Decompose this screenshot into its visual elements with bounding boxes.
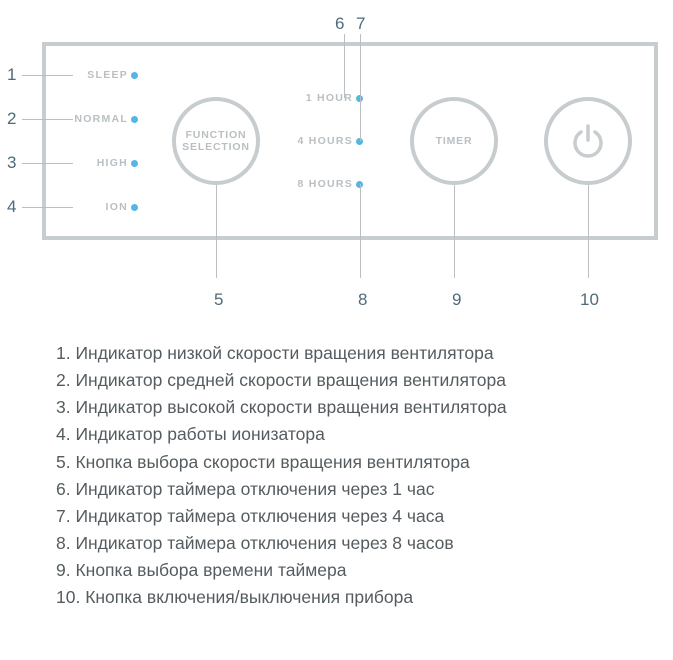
callout-number: 1 [7,65,16,85]
legend-list: 1. Индикатор низкой скорости вращения ве… [56,340,507,611]
mode-led-label: NORMAL [74,113,128,125]
legend-item: 1. Индикатор низкой скорости вращения ве… [56,340,507,367]
led-indicator [131,72,138,79]
power-icon [568,121,608,161]
callout-line [360,34,361,141]
led-indicator [356,95,363,102]
legend-item: 8. Индикатор таймера отключения через 8 … [56,530,507,557]
callout-line [360,184,361,278]
callout-number: 6 [335,14,344,34]
callout-line [216,185,217,278]
callout-number: 9 [452,290,461,310]
legend-item: 5. Кнопка выбора скорости вращения венти… [56,449,507,476]
callout-line [588,185,589,278]
led-indicator [131,116,138,123]
callout-line [344,34,345,98]
legend-item: 6. Индикатор таймера отключения через 1 … [56,476,507,503]
power-button[interactable] [544,97,632,185]
legend-item: 9. Кнопка выбора времени таймера [56,557,507,584]
callout-number: 4 [7,197,16,217]
led-indicator [131,160,138,167]
callout-line [22,119,73,120]
callout-line [22,163,73,164]
mode-led-label: SLEEP [87,69,128,81]
callout-number: 3 [7,153,16,173]
callout-number: 2 [7,109,16,129]
led-indicator [356,181,363,188]
timer-button[interactable]: TIMER [410,97,498,185]
function-button-label: FUNCTION SELECTION [182,129,250,153]
timer-led-label: 4 HOURS [298,135,354,147]
function-selection-button[interactable]: FUNCTION SELECTION [172,97,260,185]
callout-number: 7 [356,14,365,34]
callout-number: 10 [580,290,599,310]
legend-item: 2. Индикатор средней скорости вращения в… [56,367,507,394]
legend-item: 7. Индикатор таймера отключения через 4 … [56,503,507,530]
legend-item: 3. Индикатор высокой скорости вращения в… [56,394,507,421]
mode-led-label: ION [106,201,128,213]
led-indicator [356,138,363,145]
callout-line [22,207,73,208]
timer-button-label: TIMER [436,135,473,147]
mode-led-label: HIGH [97,157,128,169]
callout-line [22,75,73,76]
timer-led-label: 1 HOUR [306,92,353,104]
led-indicator [131,204,138,211]
timer-led-label: 8 HOURS [298,178,354,190]
callout-number: 8 [358,290,367,310]
callout-number: 5 [214,290,223,310]
legend-item: 4. Индикатор работы ионизатора [56,421,507,448]
callout-line [454,185,455,278]
legend-item: 10. Кнопка включения/выключения прибора [56,584,507,611]
